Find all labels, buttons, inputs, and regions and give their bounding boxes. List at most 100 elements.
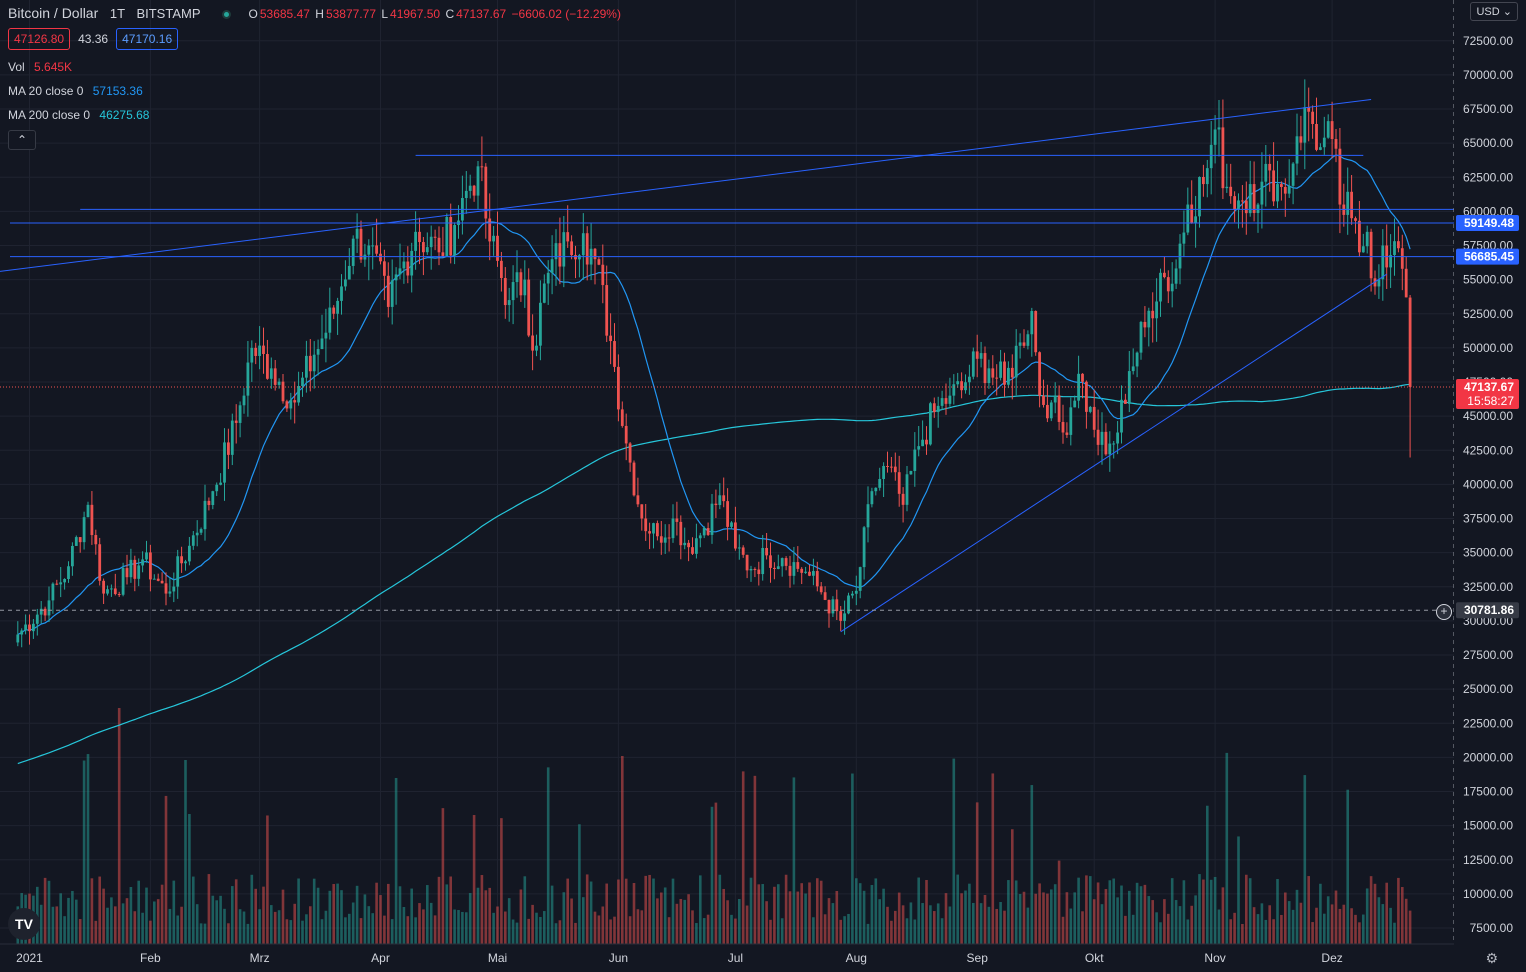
candle-body [1233, 196, 1236, 210]
candle-body [804, 571, 807, 573]
candle-body [125, 568, 129, 578]
candle-body [652, 523, 655, 534]
volume-bar [289, 920, 293, 944]
volume-bar [371, 913, 374, 944]
buy-button[interactable]: 47170.16 [116, 28, 179, 50]
candle-body [301, 377, 304, 386]
candle-body [152, 578, 156, 580]
volume-bar [47, 880, 51, 944]
volume-bar [39, 904, 43, 944]
price-label-text: 30781.86 [1464, 603, 1514, 617]
price-label-bg [1456, 248, 1519, 265]
candle-body [117, 594, 121, 596]
candle-body [1400, 248, 1404, 269]
candle-body [792, 562, 796, 576]
candle-body [757, 569, 761, 575]
volume-bar [761, 884, 764, 944]
candle-body [1018, 342, 1022, 346]
price-tick-label: 45000.00 [1463, 409, 1513, 423]
volume-bar [172, 880, 176, 944]
price-tick-label: 12500.00 [1463, 853, 1513, 867]
volume-bar [1085, 875, 1088, 944]
volume-bar [188, 814, 191, 944]
volume-bar [250, 874, 254, 944]
volume-bar [1369, 876, 1373, 944]
volume-bar [847, 913, 850, 944]
volume-bar [1303, 775, 1307, 944]
candle-body [1408, 297, 1412, 387]
symbol-title[interactable]: Bitcoin / Dollar [8, 5, 99, 21]
add-alert-icon[interactable]: + [1436, 604, 1452, 620]
candle-body [1229, 186, 1233, 197]
volume-bar [78, 919, 82, 944]
volume-bar [110, 897, 113, 944]
candle-body [500, 260, 503, 279]
candle-body [1092, 406, 1096, 430]
candle-body [683, 542, 687, 546]
candle-body [281, 381, 285, 402]
volume-bar [621, 756, 624, 944]
volume-bar [1089, 876, 1092, 944]
volume-bar [558, 920, 562, 944]
currency-selector[interactable]: USD ⌄ [1470, 2, 1518, 21]
gear-icon[interactable]: ⚙ [1485, 950, 1498, 966]
candle-body [1003, 361, 1006, 385]
volume-bar [714, 802, 718, 944]
change-value: −6606.02 (−12.29%) [511, 7, 621, 21]
collapse-legend-button[interactable]: ⌃ [8, 130, 36, 150]
volume-bar [351, 902, 355, 944]
volume-bar [1046, 893, 1049, 944]
volume-legend[interactable]: Vol 5.645K [8, 60, 73, 74]
candle-body [1287, 185, 1291, 194]
tradingview-logo[interactable]: TV [8, 908, 40, 940]
volume-bar [753, 775, 757, 944]
candle-body [305, 355, 308, 378]
candle-body [476, 166, 480, 196]
volume-bar [410, 888, 413, 944]
candle-body [82, 517, 86, 543]
volume-bar [344, 917, 347, 944]
sell-button[interactable]: 47126.80 [8, 28, 71, 50]
candle-body [1049, 402, 1053, 419]
volume-bar [316, 887, 320, 944]
volume-bar [59, 893, 62, 944]
ma20-legend[interactable]: MA 20 close 0 57153.36 [8, 84, 143, 98]
candle-body [765, 547, 768, 556]
price-axis[interactable]: 72500.00 70000.00 67500.00 65000.00 62500.00… [1454, 0, 1526, 972]
time-axis[interactable]: 2021 Feb Mrz Apr Mai Jun Jul Aug Sep Okt Nov Dez [0, 943, 1454, 972]
volume-bar [936, 903, 940, 944]
volume-bar [1194, 895, 1197, 944]
candle-body [1404, 268, 1408, 298]
interval[interactable]: 1T [109, 6, 125, 21]
candle-body [1202, 177, 1205, 185]
volume-bar [1178, 906, 1182, 944]
volume-bar [55, 906, 59, 944]
candle-body [570, 241, 573, 256]
candle-body [1369, 231, 1373, 279]
candle-body [1260, 181, 1264, 205]
candle-body [149, 552, 152, 580]
volume-bar [788, 891, 792, 944]
candle-body [464, 190, 468, 199]
volume-bar [363, 894, 367, 944]
volume-bar [718, 874, 722, 944]
trend-line-drawing [0, 98, 1372, 272]
volume-bar [1319, 883, 1322, 944]
candle-body [24, 624, 27, 631]
candle-body [188, 545, 191, 562]
candle-body [441, 252, 445, 257]
candle-body [1124, 399, 1127, 404]
volume-bar [628, 916, 632, 944]
candle-body [1042, 395, 1045, 405]
ma200-legend[interactable]: MA 200 close 0 46275.68 [8, 108, 150, 122]
drawing-tools[interactable] [0, 98, 1454, 633]
volume-bar [457, 910, 460, 944]
candle-body [406, 261, 410, 276]
price-tick-label: 40000.00 [1463, 477, 1513, 491]
volume-bar [285, 919, 289, 944]
candle-body [1096, 429, 1100, 445]
volume-bar [402, 906, 406, 944]
volume-bar [858, 883, 862, 944]
market-status-icon[interactable] [221, 10, 231, 19]
